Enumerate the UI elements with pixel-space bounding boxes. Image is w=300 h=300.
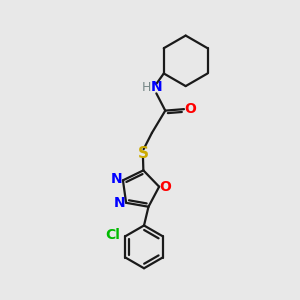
Text: O: O (160, 180, 172, 194)
Text: N: N (151, 80, 162, 94)
Text: H: H (142, 81, 151, 94)
Text: S: S (137, 146, 148, 161)
Text: N: N (114, 196, 125, 210)
Text: Cl: Cl (106, 228, 120, 242)
Text: N: N (111, 172, 122, 186)
Text: O: O (184, 102, 196, 116)
